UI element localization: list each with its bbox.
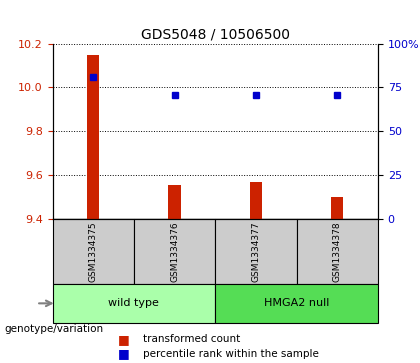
Text: transformed count: transformed count [143, 334, 240, 344]
Bar [250, 182, 262, 219]
FancyBboxPatch shape [297, 219, 378, 284]
Text: genotype/variation: genotype/variation [4, 323, 103, 334]
FancyBboxPatch shape [52, 284, 215, 323]
Text: GSM1334375: GSM1334375 [89, 221, 98, 282]
Title: GDS5048 / 10506500: GDS5048 / 10506500 [141, 27, 290, 41]
Bar [87, 54, 99, 219]
Text: GSM1334377: GSM1334377 [252, 221, 260, 282]
FancyBboxPatch shape [215, 284, 378, 323]
Text: ■: ■ [118, 333, 129, 346]
Text: ■: ■ [118, 347, 129, 360]
Bar [168, 185, 181, 219]
FancyBboxPatch shape [215, 219, 297, 284]
Text: GSM1334378: GSM1334378 [333, 221, 342, 282]
Text: wild type: wild type [108, 298, 159, 308]
Text: HMGA2 null: HMGA2 null [264, 298, 329, 308]
Bar [331, 197, 344, 219]
FancyBboxPatch shape [134, 219, 215, 284]
Text: GSM1334376: GSM1334376 [170, 221, 179, 282]
Text: percentile rank within the sample: percentile rank within the sample [143, 349, 319, 359]
FancyBboxPatch shape [52, 219, 134, 284]
